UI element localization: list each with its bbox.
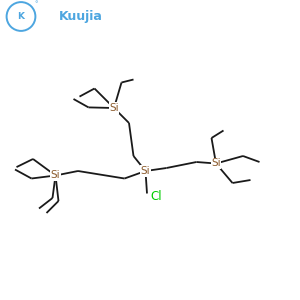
Text: Si: Si: [141, 166, 150, 176]
Text: Si: Si: [51, 170, 60, 181]
Text: Kuujia: Kuujia: [58, 10, 102, 23]
Text: Si: Si: [211, 158, 221, 169]
Text: Si: Si: [109, 103, 119, 113]
Text: Cl: Cl: [150, 190, 162, 203]
Text: K: K: [17, 12, 25, 21]
Text: °: °: [35, 1, 38, 7]
